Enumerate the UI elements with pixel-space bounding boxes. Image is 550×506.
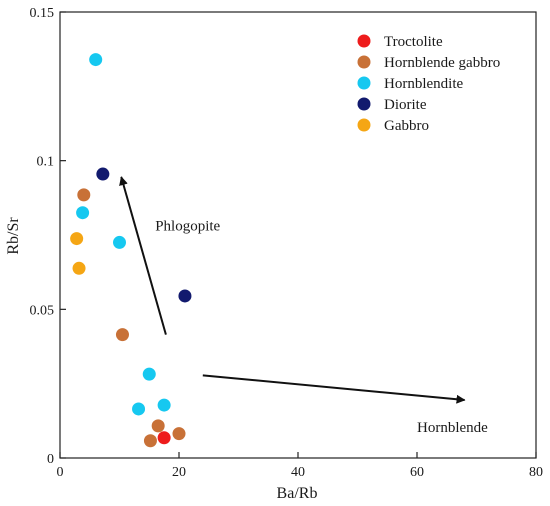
x-tick-label: 20 — [172, 465, 186, 480]
plot-border — [59, 11, 537, 459]
hornblendite-point — [113, 235, 126, 249]
y-axis-label: Rb/Sr — [5, 217, 22, 255]
x-axis: 0 20 40 60 80 — [57, 452, 543, 480]
hornblende-gabbro-point — [143, 434, 157, 448]
gabbro-point — [72, 261, 86, 275]
legend-marker-gabbro — [357, 118, 371, 132]
legend-label-hornblende-gabbro: Hornblende gabbro — [384, 55, 500, 71]
hornblendite-point — [157, 398, 171, 412]
y-tick-label: 0.05 — [30, 303, 55, 318]
diorite-point — [96, 167, 110, 181]
gabbro-point — [70, 232, 84, 246]
y-axis: 0 0.05 0.1 0.15 — [30, 6, 66, 467]
y-tick-label: 0 — [47, 452, 54, 467]
phlogopite-arrow — [119, 176, 167, 335]
x-tick-label: 60 — [410, 465, 424, 480]
hornblendite-point — [76, 206, 90, 220]
hornblende-annotation: Hornblende — [417, 420, 488, 436]
x-tick-label: 40 — [291, 465, 305, 480]
x-axis-label: Ba/Rb — [277, 485, 318, 502]
legend-marker-troctolite — [357, 34, 371, 48]
diorite-point — [178, 289, 192, 303]
hornblende-gabbro-point — [151, 419, 165, 433]
plot-area — [59, 11, 537, 459]
hornblende-gabbro-point — [115, 328, 129, 342]
y-tick-label: 0.1 — [37, 155, 55, 170]
hornblende-gabbro-point — [77, 188, 91, 202]
phlogopite-annotation: Phlogopite — [155, 219, 220, 235]
hornblendite-point — [142, 367, 156, 381]
troctolite-point — [157, 431, 171, 445]
legend-marker-diorite — [357, 97, 371, 111]
legend-marker-hornblende-gabbro — [357, 55, 371, 69]
legend-label-gabbro: Gabbro — [384, 118, 429, 134]
x-tick-label: 0 — [57, 465, 64, 480]
legend-label-diorite: Diorite — [384, 97, 427, 113]
data-points — [70, 53, 192, 448]
hornblende-arrow — [202, 374, 466, 404]
annotations: Phlogopite Hornblende — [119, 176, 488, 436]
legend: Troctolite Hornblende gabbro Hornblendite D… — [357, 34, 500, 134]
legend-marker-hornblendite — [357, 76, 371, 90]
hornblendite-point — [89, 53, 103, 67]
legend-label-hornblendite: Hornblendite — [384, 76, 463, 92]
y-tick-label: 0.15 — [30, 6, 55, 21]
hornblendite-point — [132, 402, 146, 416]
x-tick-label: 80 — [529, 465, 543, 480]
legend-label-troctolite: Troctolite — [384, 34, 443, 50]
hornblende-gabbro-point — [172, 427, 186, 441]
